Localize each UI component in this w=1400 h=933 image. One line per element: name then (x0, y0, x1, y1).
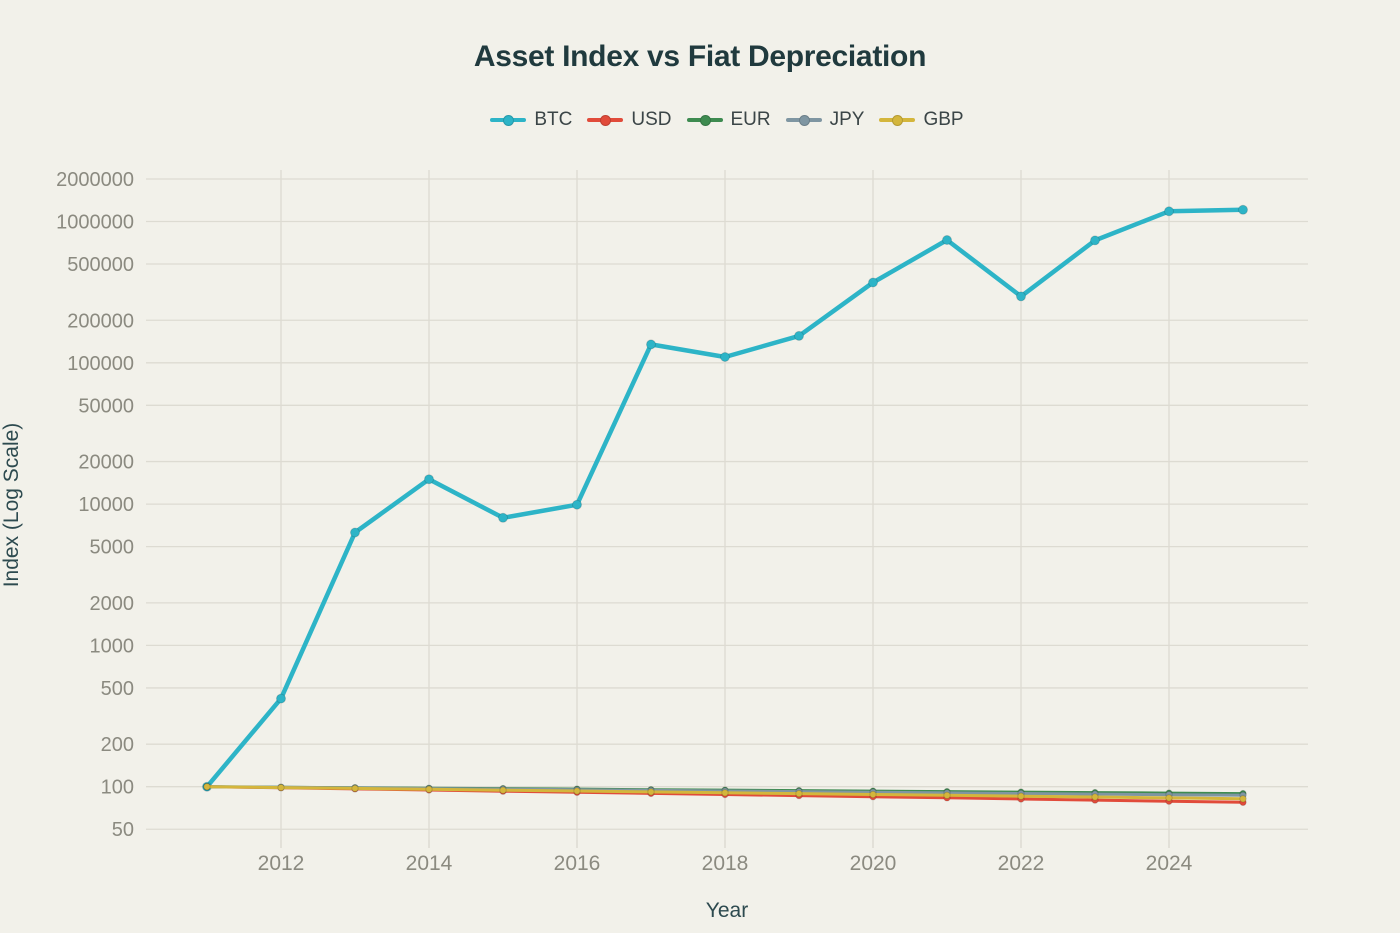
chart-title: Asset Index vs Fiat Depreciation (473, 40, 927, 73)
horizontal-gridlines (146, 178, 1308, 830)
point-gbp-2011 (203, 783, 211, 791)
point-gbp-2023 (1091, 793, 1099, 801)
legend-swatch-icon-gbp (879, 114, 916, 126)
point-btc-2020 (868, 277, 878, 288)
x-tick-label-2018: 2018 (702, 852, 749, 875)
y-axis-title: Index (Log Scale) (0, 423, 23, 588)
legend-label-eur: EUR (730, 109, 771, 130)
legend-label-usd: USD (631, 109, 672, 130)
point-btc-2015 (498, 512, 508, 523)
legend-swatch-icon-eur (686, 114, 723, 126)
y-tick-label-200000: 200000 (67, 310, 134, 332)
point-btc-2016 (572, 499, 582, 510)
y-tick-label-50000: 50000 (78, 395, 134, 417)
point-gbp-2016 (573, 787, 581, 795)
y-tick-label-1000: 1000 (90, 635, 135, 657)
point-btc-2023 (1090, 235, 1100, 246)
legend-item-usd[interactable]: USD (587, 109, 672, 131)
point-gbp-2013 (351, 784, 359, 793)
legend-swatch-icon-jpy (785, 114, 822, 126)
y-tick-label-2000000: 2000000 (56, 169, 134, 191)
legend: BTC USD EUR JPY GBP (27, 108, 1400, 132)
x-tick-label-2024: 2024 (1146, 852, 1193, 875)
point-btc-2021 (942, 235, 952, 245)
point-gbp-2021 (943, 791, 951, 799)
y-tick-label-100: 100 (101, 777, 134, 799)
point-btc-2024 (1164, 206, 1174, 217)
point-btc-2013 (350, 527, 360, 538)
point-gbp-2018 (721, 789, 729, 797)
x-axis-title: Year (706, 899, 748, 922)
legend-swatch-icon-btc (490, 114, 527, 126)
point-btc-2017 (646, 339, 656, 350)
point-btc-2022 (1016, 291, 1026, 302)
legend-item-eur[interactable]: EUR (686, 109, 771, 131)
y-tick-label-200: 200 (101, 734, 134, 756)
y-tick-label-10000: 10000 (78, 494, 134, 516)
x-tick-label-2022: 2022 (998, 852, 1045, 875)
point-gbp-2014 (425, 785, 433, 793)
x-axis-tick-marks (280, 840, 1170, 848)
point-gbp-2019 (795, 789, 803, 798)
legend-label-btc: BTC (534, 109, 573, 130)
y-tick-label-1000000: 1000000 (56, 212, 134, 234)
legend-swatch-icon-usd (587, 114, 624, 126)
x-tick-label-2012: 2012 (258, 852, 305, 875)
point-btc-2012 (276, 693, 286, 704)
y-tick-label-100000: 100000 (67, 353, 134, 375)
x-tick-label-2020: 2020 (850, 852, 897, 875)
point-gbp-2025 (1239, 795, 1247, 803)
legend-item-gbp[interactable]: GBP (879, 109, 964, 131)
legend-label-gbp: GBP (923, 109, 964, 130)
series-gbp (203, 783, 1247, 803)
y-tick-label-50: 50 (112, 819, 134, 841)
y-tick-label-500: 500 (101, 678, 134, 700)
point-gbp-2024 (1165, 794, 1173, 802)
point-gbp-2022 (1017, 792, 1025, 800)
series-group (202, 204, 1248, 806)
point-btc-2018 (720, 352, 730, 362)
point-btc-2025 (1238, 204, 1248, 215)
point-gbp-2017 (647, 788, 655, 796)
legend-item-btc[interactable]: BTC (490, 109, 572, 131)
point-gbp-2012 (277, 783, 285, 792)
vertical-gridlines (280, 170, 1170, 840)
y-tick-label-2000: 2000 (90, 593, 135, 615)
point-gbp-2020 (869, 790, 877, 799)
series-btc (202, 204, 1248, 792)
y-tick-label-5000: 5000 (90, 537, 135, 559)
point-btc-2014 (424, 474, 434, 485)
y-axis-tick-labels: 50 100 200 500 1000 2000 5000 10000 20000 50000 10… (56, 169, 134, 841)
y-tick-label-500000: 500000 (67, 254, 134, 276)
y-tick-label-20000: 20000 (78, 452, 134, 474)
point-btc-2019 (794, 330, 804, 341)
legend-label-jpy: JPY (829, 109, 865, 130)
x-axis-tick-labels: 2012 2014 2016 2018 2020 2022 2024 (258, 852, 1193, 875)
x-tick-label-2016: 2016 (554, 852, 601, 875)
point-gbp-2015 (499, 786, 507, 794)
legend-item-jpy[interactable]: JPY (785, 109, 865, 131)
x-tick-label-2014: 2014 (406, 852, 453, 875)
